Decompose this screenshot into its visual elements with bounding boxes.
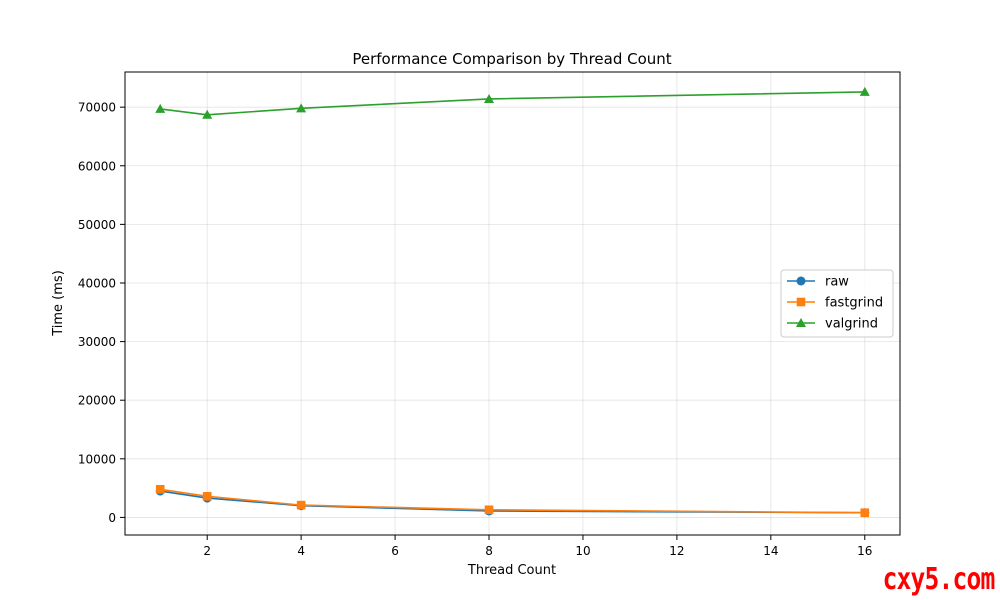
x-tick-label: 12 [669,544,684,558]
grid-lines [125,72,900,535]
chart-title: Performance Comparison by Thread Count [352,50,671,68]
series-layer [155,86,870,518]
watermark-logo: cxy5.com [882,562,995,597]
x-tick-label: 14 [763,544,778,558]
data-point-fastgrind [202,492,212,501]
y-tick-label: 10000 [78,452,116,466]
x-tick-label: 8 [485,544,493,558]
y-axis-label: Time (ms) [51,270,66,337]
y-tick-label: 0 [108,511,116,525]
y-tick-label: 40000 [78,276,116,290]
data-point-fastgrind [860,508,870,518]
legend-box [780,269,894,338]
data-point-fastgrind [296,500,306,510]
data-point-valgrind [484,93,495,103]
y-tick-label: 60000 [78,159,116,173]
x-tick-label: 16 [857,544,872,558]
data-point-valgrind [296,103,307,113]
legend-marker-fastgrind [796,297,806,307]
x-axis-label: Thread Count [467,563,556,578]
data-point-valgrind [155,103,166,113]
y-tick-label: 20000 [78,394,116,408]
y-tick-label: 70000 [78,101,116,115]
legend-label-raw: raw [825,275,849,290]
legend-label-valgrind: valgrind [825,317,878,332]
series-line-fastgrind [160,488,865,514]
legend-item-valgrind: valgrind [787,317,878,332]
series-valgrind [155,86,870,119]
legend: raw fastgrind valgrind [780,269,894,338]
legend-marker-raw [796,276,806,286]
x-tick-label: 6 [391,544,399,558]
data-point-fastgrind [155,484,165,494]
legend-marker-valgrind [796,318,806,327]
series-fastgrind [155,484,870,518]
series-line-valgrind [160,91,865,116]
legend-item-raw: raw [787,275,849,290]
x-tick-label: 2 [203,544,211,558]
legend-label-fastgrind: fastgrind [825,296,883,311]
data-point-fastgrind [484,505,494,515]
data-point-valgrind [859,86,870,96]
plot-frame [124,71,901,536]
legend-item-fastgrind: fastgrind [787,296,883,311]
axes: 2 4 6 8 10 12 14 16 0 10000 20000 30000 40000 50000 60… [78,101,873,558]
data-point-valgrind [202,109,213,119]
x-tick-label: 4 [297,544,305,558]
x-tick-label: 10 [575,544,590,558]
y-tick-label: 50000 [78,218,116,232]
y-tick-label: 30000 [78,335,116,349]
